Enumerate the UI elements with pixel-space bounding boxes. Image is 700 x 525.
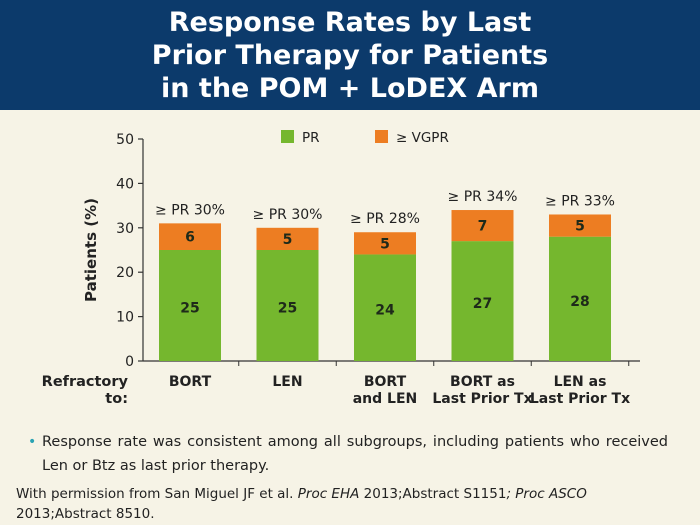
title-line-2: Prior Therapy for Patients xyxy=(151,40,549,71)
x-tick-label: LEN as xyxy=(554,374,607,390)
bar-pr xyxy=(256,250,319,361)
bar-total-label: ≥ PR 30% xyxy=(253,207,323,223)
bar-pr-value-label: 25 xyxy=(278,301,297,317)
citation-part-3: 2013;Abstract 8510. xyxy=(16,506,155,522)
bar-pr-value-label: 25 xyxy=(180,301,199,317)
bullet-marker: • xyxy=(28,434,37,450)
x-tick-label: BORT xyxy=(364,374,407,390)
y-tick-label: 50 xyxy=(116,132,134,148)
bar-pr-value-label: 27 xyxy=(473,296,492,312)
x-tick-label: and LEN xyxy=(353,391,418,407)
legend-swatch-vgpr xyxy=(375,130,388,143)
bar-vgpr-value-label: 6 xyxy=(185,230,195,246)
y-tick-label: 30 xyxy=(116,221,134,237)
bar-total-label: ≥ PR 33% xyxy=(545,193,615,209)
bar-total-label: ≥ PR 34% xyxy=(448,189,518,205)
bar-pr xyxy=(549,236,611,361)
bar-pr xyxy=(451,241,514,361)
legend-swatch-pr xyxy=(281,130,294,143)
y-tick-label: 40 xyxy=(116,176,134,192)
bar-total-label: ≥ PR 30% xyxy=(155,202,225,218)
bullet-text: Response rate was consistent among all s… xyxy=(42,434,668,474)
bar-pr-value-label: 24 xyxy=(375,303,395,319)
citation: With permission from San Miguel JF et al… xyxy=(16,484,676,524)
bar-pr xyxy=(159,250,221,361)
x-axis-title-line: Refractory xyxy=(42,374,129,390)
x-tick-label: Last Prior Tx xyxy=(530,391,630,407)
x-tick-label: Last Prior Tx xyxy=(432,391,532,407)
bullet-point: • Response rate was consistent among all… xyxy=(28,430,668,478)
bar-vgpr xyxy=(549,214,611,237)
bar-vgpr xyxy=(256,227,319,250)
citation-journal-1: Proc EHA xyxy=(297,486,360,502)
citation-part-1: With permission from San Miguel JF et al… xyxy=(16,486,298,502)
bar-vgpr-value-label: 5 xyxy=(380,236,390,252)
bar-vgpr-value-label: 5 xyxy=(283,232,293,248)
bar-vgpr xyxy=(354,232,416,255)
legend-label-vgpr: ≥ VGPR xyxy=(396,130,449,146)
bar-vgpr-value-label: 5 xyxy=(575,219,585,235)
y-tick-label: 20 xyxy=(116,265,134,281)
bar-pr-value-label: 28 xyxy=(570,294,589,310)
bar-total-label: ≥ PR 28% xyxy=(350,211,420,227)
x-tick-label: BORT as xyxy=(450,374,515,390)
bar-pr xyxy=(354,254,416,361)
bar-vgpr xyxy=(159,223,221,250)
x-tick-label: BORT xyxy=(169,374,212,390)
citation-part-2: 2013;Abstract S1151 xyxy=(359,486,507,502)
citation-journal-2: ; Proc ASCO xyxy=(506,486,587,502)
x-tick-label: LEN xyxy=(272,374,302,390)
title-line-1: Response Rates by Last xyxy=(168,7,532,38)
slide-title: Response Rates by Last Prior Therapy for… xyxy=(0,0,700,105)
title-line-3: in the POM + LoDEX Arm xyxy=(161,73,539,104)
y-axis-title: Patients (%) xyxy=(82,198,100,302)
x-axis-title-line: to: xyxy=(105,391,128,407)
bar-vgpr xyxy=(451,210,514,242)
legend-label-pr: PR xyxy=(302,130,320,146)
y-tick-label: 0 xyxy=(125,354,134,370)
title-bar: Response Rates by Last Prior Therapy for… xyxy=(0,0,700,110)
y-tick-label: 10 xyxy=(116,310,134,326)
bar-vgpr-value-label: 7 xyxy=(478,219,488,235)
